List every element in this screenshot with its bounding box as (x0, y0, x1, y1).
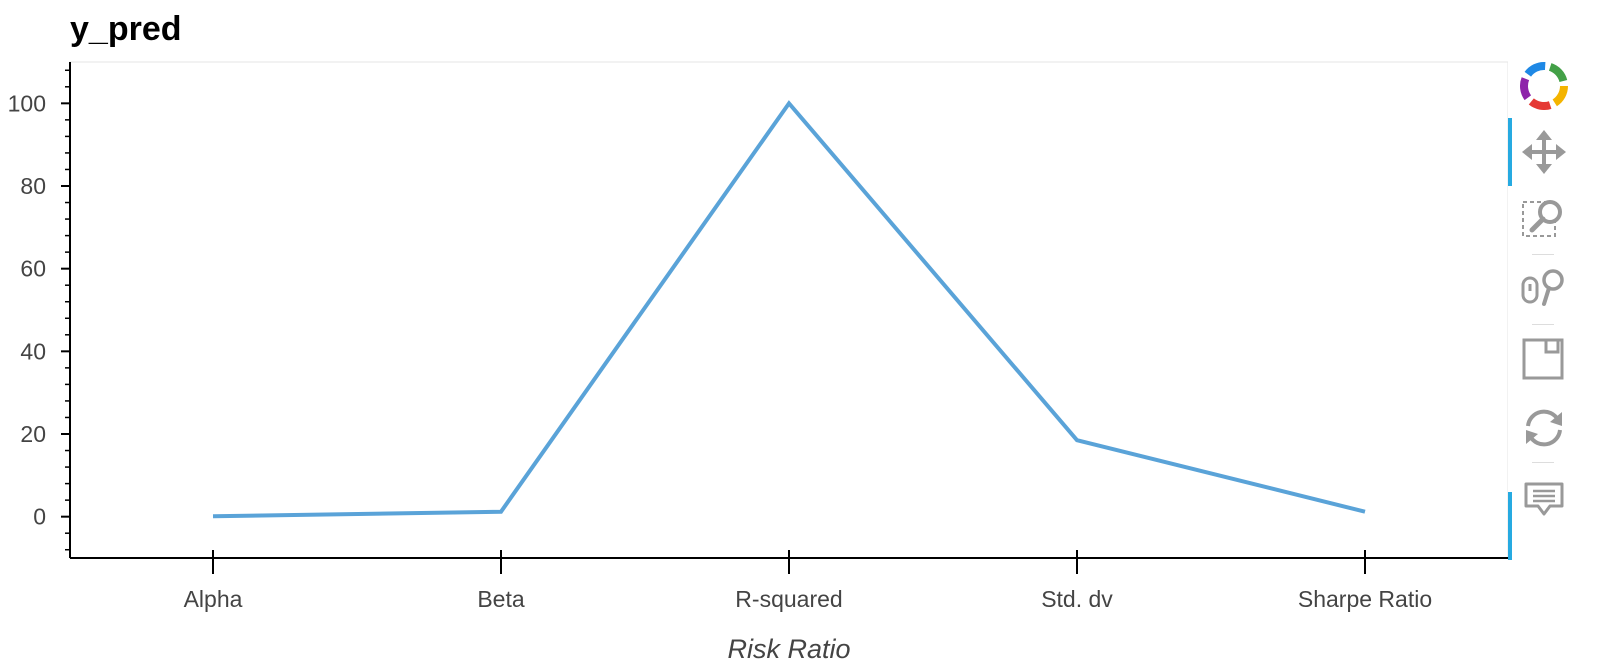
y-tick-label: 20 (20, 421, 46, 447)
y-tick-label: 80 (20, 173, 46, 199)
y-tick-label: 40 (20, 338, 46, 364)
series-layer (212, 100, 1366, 519)
y-tick-label: 60 (20, 256, 46, 282)
bokeh-logo-icon[interactable] (1520, 62, 1568, 110)
toolbar-separator (1532, 254, 1554, 255)
line-chart[interactable]: 0 20 40 60 80 100 Alpha Beta R-squared Std. dv Sh… (0, 0, 1508, 672)
pan-icon[interactable] (1520, 128, 1568, 176)
y-axis: 0 20 40 60 80 100 (8, 62, 71, 558)
y-tick-label: 0 (33, 504, 46, 530)
pan-active-indicator (1508, 118, 1512, 186)
x-axis: Alpha Beta R-squared Std. dv Sharpe Ratio (70, 550, 1508, 612)
x-axis-label: Risk Ratio (727, 634, 850, 664)
x-tick-label: Std. dv (1041, 586, 1113, 612)
hover-active-indicator (1508, 492, 1512, 560)
x-tick-label: Sharpe Ratio (1298, 586, 1432, 612)
save-icon[interactable] (1520, 334, 1568, 382)
chart-title: y_pred (70, 10, 182, 48)
plot-frame (69, 61, 1508, 559)
box-zoom-icon[interactable] (1520, 194, 1568, 242)
x-tick-label: R-squared (735, 586, 842, 612)
toolbar (1508, 60, 1598, 560)
y-tick-label: 100 (8, 90, 46, 116)
x-tick-label: Beta (477, 586, 525, 612)
hover-icon[interactable] (1520, 474, 1568, 522)
wheel-zoom-icon[interactable] (1520, 264, 1568, 312)
toolbar-separator (1532, 324, 1554, 325)
toolbar-separator (1532, 462, 1554, 463)
series-line-0 (212, 100, 1366, 519)
x-tick-label: Alpha (184, 586, 243, 612)
reset-icon[interactable] (1520, 404, 1568, 452)
